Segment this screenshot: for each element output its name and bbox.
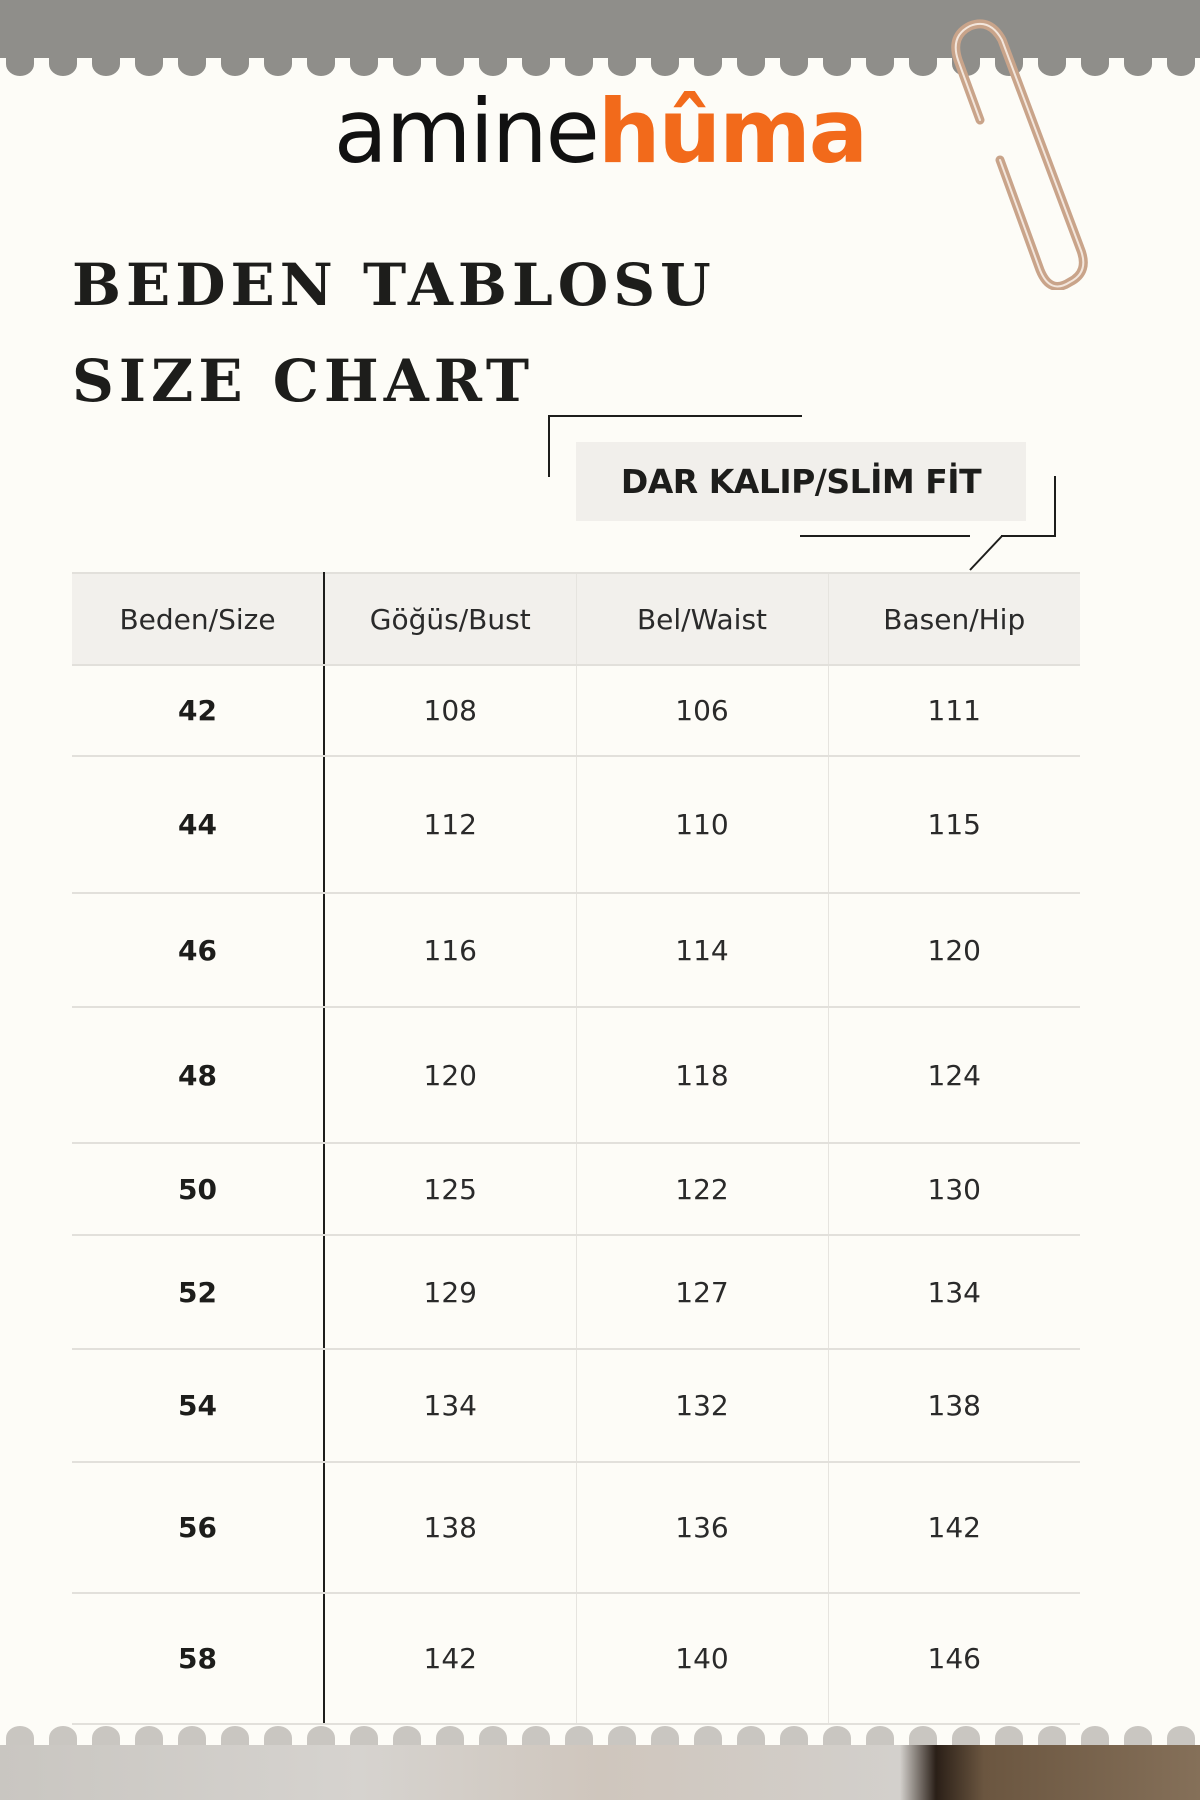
measurement-cell: 134 xyxy=(323,1349,576,1463)
paperclip-icon xyxy=(951,19,1088,290)
bracket-right-line xyxy=(1054,476,1056,537)
table-row: 50 125 122 130 xyxy=(72,1143,1080,1236)
brand-logo: aminehûma xyxy=(0,88,1200,176)
table-row: 48 120 118 124 xyxy=(72,1007,1080,1144)
logo-text-amine: amine xyxy=(333,80,600,183)
measurement-cell: 132 xyxy=(575,1349,828,1463)
measurement-cell: 146 xyxy=(827,1593,1080,1725)
bracket-bottom-line-2 xyxy=(1001,535,1056,537)
bracket-left-line xyxy=(548,415,550,477)
measurement-cell: 116 xyxy=(323,893,576,1008)
measurement-cell: 125 xyxy=(323,1143,576,1236)
table-row: 42 108 106 111 xyxy=(72,665,1080,757)
measurement-cell: 122 xyxy=(575,1143,828,1236)
measurement-cell: 111 xyxy=(827,665,1080,757)
size-cell: 58 xyxy=(72,1593,325,1725)
size-cell: 46 xyxy=(72,893,325,1008)
bottom-fabric-photo xyxy=(0,1745,1200,1800)
measurement-cell: 130 xyxy=(827,1143,1080,1236)
column-header: Beden/Size xyxy=(72,572,325,666)
size-cell: 54 xyxy=(72,1349,325,1463)
measurement-cell: 118 xyxy=(575,1007,828,1144)
measurement-cell: 108 xyxy=(323,665,576,757)
measurement-cell: 142 xyxy=(827,1462,1080,1594)
title-turkish: BEDEN TABLOSU xyxy=(72,251,716,319)
measurement-cell: 120 xyxy=(827,893,1080,1008)
top-scallop-edge xyxy=(6,56,1195,76)
logo-text-huma: hûma xyxy=(597,80,868,183)
measurement-cell: 138 xyxy=(827,1349,1080,1463)
measurement-cell: 114 xyxy=(575,893,828,1008)
measurement-cell: 127 xyxy=(575,1235,828,1350)
measurement-cell: 106 xyxy=(575,665,828,757)
measurement-cell: 142 xyxy=(323,1593,576,1725)
size-cell: 44 xyxy=(72,756,325,894)
column-header: Göğüs/Bust xyxy=(323,572,576,666)
table-row: 46 116 114 120 xyxy=(72,893,1080,1008)
bracket-diagonal xyxy=(969,535,1003,571)
measurement-cell: 115 xyxy=(827,756,1080,894)
column-header: Basen/Hip xyxy=(827,572,1080,666)
top-band xyxy=(0,0,1200,58)
size-cell: 56 xyxy=(72,1462,325,1594)
title-english: SIZE CHART xyxy=(72,347,535,415)
measurement-cell: 129 xyxy=(323,1235,576,1350)
table-row: 58 142 140 146 xyxy=(72,1593,1080,1725)
measurement-cell: 136 xyxy=(575,1462,828,1594)
table-row: 52 129 127 134 xyxy=(72,1235,1080,1350)
table-row: 44 112 110 115 xyxy=(72,756,1080,894)
bottom-scallop-edge xyxy=(6,1726,1195,1746)
measurement-cell: 124 xyxy=(827,1007,1080,1144)
size-cell: 48 xyxy=(72,1007,325,1144)
table-row: 54 134 132 138 xyxy=(72,1349,1080,1463)
size-table: Beden/Size Göğüs/Bust Bel/Waist Basen/Hip 4… xyxy=(72,572,1080,1725)
measurement-cell: 120 xyxy=(323,1007,576,1144)
bracket-top-line xyxy=(548,415,802,417)
measurement-cell: 112 xyxy=(323,756,576,894)
table-row: 56 138 136 142 xyxy=(72,1462,1080,1594)
measurement-cell: 110 xyxy=(575,756,828,894)
bracket-bottom-line xyxy=(800,535,970,537)
measurement-cell: 138 xyxy=(323,1462,576,1594)
size-cell: 42 xyxy=(72,665,325,757)
size-cell: 52 xyxy=(72,1235,325,1350)
measurement-cell: 140 xyxy=(575,1593,828,1725)
size-cell: 50 xyxy=(72,1143,325,1236)
column-header: Bel/Waist xyxy=(575,572,828,666)
measurement-cell: 134 xyxy=(827,1235,1080,1350)
fit-label: DAR KALIP/SLİM FİT xyxy=(576,442,1026,521)
